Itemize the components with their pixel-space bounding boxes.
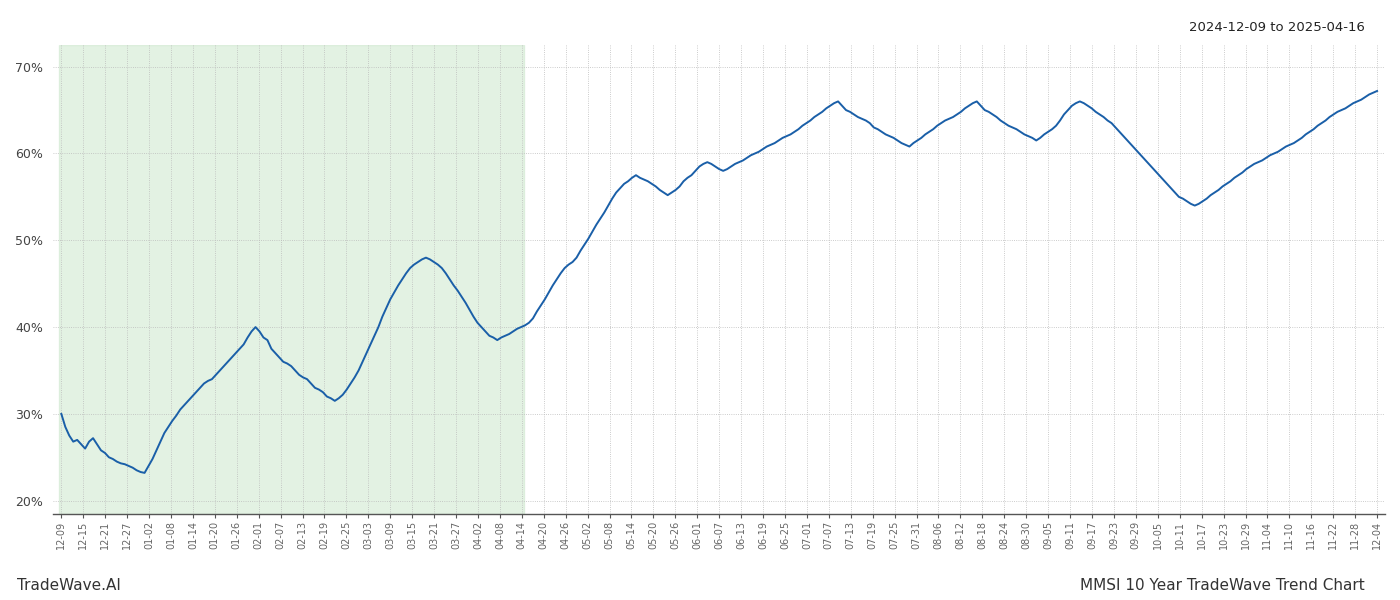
Text: MMSI 10 Year TradeWave Trend Chart: MMSI 10 Year TradeWave Trend Chart [1081,578,1365,593]
Bar [59,45,524,514]
Text: 2024-12-09 to 2025-04-16: 2024-12-09 to 2025-04-16 [1189,21,1365,34]
Text: TradeWave.AI: TradeWave.AI [17,578,120,593]
